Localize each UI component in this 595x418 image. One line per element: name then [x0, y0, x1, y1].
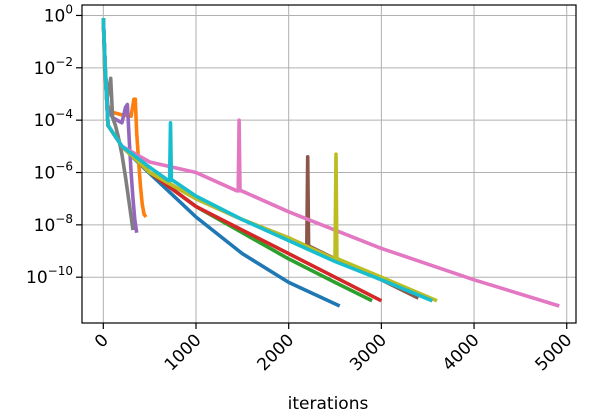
- series-line-6: [101, 18, 420, 300]
- x-tick-label: 5000: [532, 330, 577, 375]
- y-tick-label: 10−8: [34, 212, 73, 236]
- series-lines: [101, 18, 560, 308]
- x-tick-labels: 0 1000 2000 3000 4000 5000: [91, 330, 576, 375]
- series-line-9: [101, 18, 438, 303]
- x-axis-label: iterations: [288, 394, 369, 414]
- y-tick-label: 10−4: [34, 107, 73, 131]
- x-tick-label: 3000: [346, 330, 391, 375]
- tick-marks: [76, 14, 568, 329]
- y-tick-label: 10−2: [34, 55, 73, 79]
- y-tick-label: 100: [44, 2, 73, 26]
- x-tick-label: 1000: [161, 330, 206, 375]
- y-tick-labels: 100 10−2 10−4 10−6 10−8 10−10: [26, 2, 73, 288]
- x-tick-label: 2000: [253, 330, 298, 375]
- x-tick-label: 4000: [439, 330, 484, 375]
- grid: [82, 5, 576, 323]
- series-line-10: [101, 18, 433, 303]
- y-tick-label: 10−10: [26, 264, 73, 288]
- plot-frame: [81, 4, 577, 324]
- y-tick-label: 10−6: [34, 160, 73, 184]
- x-tick-label: 0: [91, 330, 113, 352]
